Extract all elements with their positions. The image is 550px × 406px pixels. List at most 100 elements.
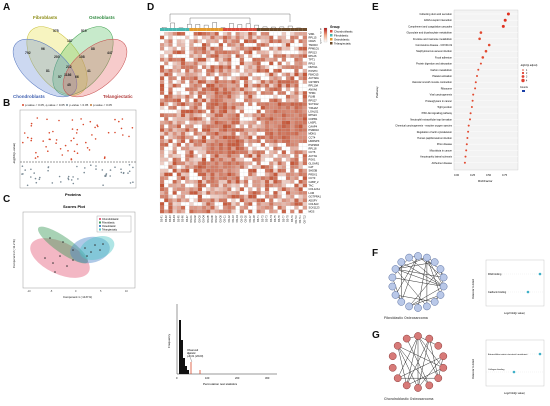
- x-tick: 0.00: [454, 173, 460, 177]
- heatmap-cell: [159, 54, 165, 58]
- heatmap-cell: [218, 105, 224, 110]
- gene-label: TAC: [309, 184, 314, 188]
- heatmap-cell: [256, 94, 261, 99]
- heatmap-cell: [252, 150, 257, 155]
- heatmap-cell: [185, 46, 190, 51]
- volcano-point: [72, 176, 74, 178]
- heatmap-cell: [252, 102, 257, 107]
- heatmap-cell: [210, 154, 215, 158]
- heatmap-cell: [285, 205, 291, 210]
- heatmap-cell: [185, 105, 190, 110]
- heatmap-cell: [298, 68, 303, 73]
- heatmap-cell: [176, 76, 182, 81]
- heatmap-cell: [281, 146, 287, 151]
- heatmap-cell: [172, 172, 177, 177]
- heatmap-cell: [231, 187, 236, 192]
- heatmap-cell: [231, 131, 236, 136]
- heatmap-cell: [201, 202, 207, 206]
- heatmap-cell: [218, 168, 224, 173]
- heatmap-cell: [210, 31, 215, 36]
- heatmap-cell: [172, 198, 177, 203]
- heatmap-cell: [159, 91, 165, 95]
- heatmap-cell: [206, 57, 211, 62]
- heatmap-cell: [214, 39, 219, 44]
- heatmap-cell: [185, 120, 190, 125]
- volcano-point: [30, 137, 33, 140]
- heatmap-cell: [239, 39, 245, 44]
- heatmap-cell: [180, 109, 186, 114]
- heatmap-cell: [298, 50, 303, 55]
- heatmap-cell: [172, 179, 177, 184]
- heatmap-cell: [201, 142, 207, 147]
- pathway-label: Collecting duct acid secretion: [419, 13, 452, 16]
- heatmap-cell: [273, 191, 278, 195]
- heatmap-cell: [172, 46, 177, 51]
- pathway-label: Amyotrophic lateral sclerosis: [420, 156, 453, 159]
- heatmap-cell: [252, 43, 257, 47]
- pathway-label: PI3K-Akt signaling pathway: [422, 112, 453, 115]
- heatmap-cell: [273, 61, 278, 66]
- enrich-dot: [481, 56, 485, 59]
- heatmap-cell: [298, 150, 303, 155]
- heatmap-cell: [197, 91, 203, 95]
- volcano-point: [80, 118, 82, 120]
- gene-label: SCTD12: [309, 102, 320, 106]
- heatmap-cell: [273, 68, 278, 73]
- heatmap-cell: [248, 117, 253, 121]
- heatmap-cell: [210, 80, 215, 84]
- heatmap-cell: [239, 31, 245, 36]
- group-bar-cell: [260, 28, 265, 31]
- panel-label-a: A: [3, 2, 11, 13]
- gene-label: PRDX1: [309, 172, 318, 176]
- pathway-label: Chemical carcinogenesis - reactive oxyge…: [395, 125, 452, 128]
- gene-label: TPT1: [309, 58, 316, 62]
- heatmap-cell: [180, 124, 186, 129]
- heatmap-cell: [260, 117, 266, 121]
- sample-label: OS-T11: [300, 215, 302, 224]
- heatmap-cell: [302, 105, 308, 110]
- heatmap-cell: [214, 187, 219, 192]
- heatmap-cell: [206, 172, 211, 177]
- heatmap-cell: [273, 72, 278, 77]
- heatmap-cell: [164, 179, 169, 184]
- heatmap-cell: [256, 135, 261, 140]
- heatmap-cell: [273, 187, 278, 192]
- heatmap-cell: [260, 91, 266, 95]
- heatmap-cell: [256, 131, 261, 136]
- network-caption: Fibroblastic Osteosarcoma: [384, 316, 428, 320]
- heatmap-cell: [180, 172, 186, 177]
- heatmap-cell: [193, 120, 198, 125]
- heatmap-cell: [185, 35, 190, 40]
- heatmap-cell: [185, 128, 190, 132]
- heatmap-cell: [176, 154, 182, 158]
- heatmap-cell: [235, 46, 240, 51]
- heatmap-cell: [197, 150, 203, 155]
- heatmap-cell: [235, 205, 240, 210]
- heatmap-cell: [281, 135, 287, 140]
- heatmap-cell: [214, 117, 219, 121]
- heatmap-cell: [248, 39, 253, 44]
- heatmap-cell: [210, 61, 215, 66]
- heatmap-cell: [248, 83, 253, 88]
- heatmap-cell: [285, 124, 291, 129]
- heatmap-cell: [201, 146, 207, 151]
- heatmap-cell: [176, 124, 182, 129]
- heatmap-cell: [235, 131, 240, 136]
- heatmap-cell: [193, 168, 198, 173]
- network-chondroblastic: Chondroblastic Osteosarcoma: [384, 332, 448, 401]
- heatmap-cell: [285, 128, 291, 132]
- heatmap-cell: [264, 209, 270, 214]
- heatmap-cell: [218, 165, 224, 169]
- heatmap-cell: [227, 139, 232, 144]
- heatmap-cell: [273, 179, 278, 184]
- heatmap-cell: [210, 165, 215, 169]
- heatmap-cell: [164, 43, 169, 47]
- heatmap-cell: [218, 35, 224, 40]
- gene-label: LUM: [309, 191, 314, 195]
- heatmap-cell: [206, 183, 211, 188]
- heatmap-cell: [180, 154, 186, 158]
- heatmap-cell: [277, 209, 282, 214]
- heatmap-cell: [218, 198, 224, 203]
- heatmap-cell: [285, 168, 291, 173]
- heatmap-cell: [281, 68, 287, 73]
